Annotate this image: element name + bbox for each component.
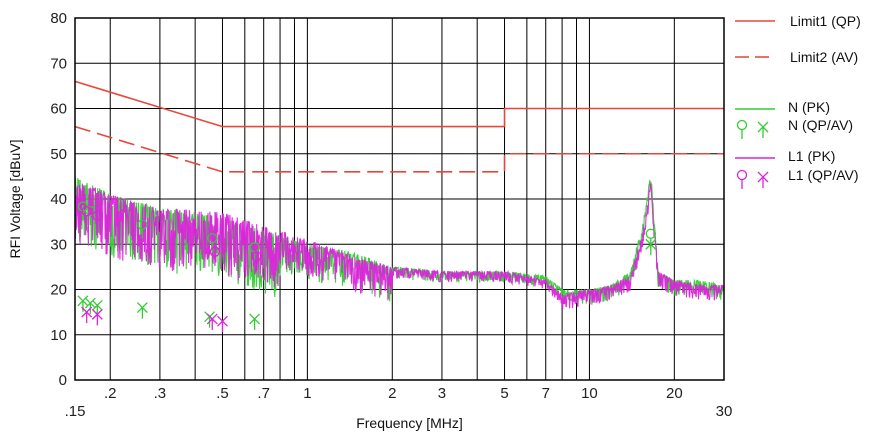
marker-layer — [77, 201, 657, 333]
qp-marker — [85, 205, 96, 226]
legend-qp-symbol — [736, 169, 748, 189]
legend-qp-symbol — [736, 119, 748, 139]
legend-label: Limit2 (AV) — [790, 49, 858, 65]
y-tick-label: 50 — [50, 146, 67, 163]
x-tick-label: 3 — [438, 385, 446, 402]
legend-item: Limit1 (QP) — [735, 13, 861, 29]
legend-item: N (QP/AV) — [736, 117, 853, 139]
plot-frame — [74, 17, 725, 381]
y-tick-label: 30 — [50, 236, 67, 253]
legend-item: Limit2 (AV) — [735, 49, 858, 65]
y-tick-label: 60 — [50, 101, 67, 118]
y-tick-label: 10 — [50, 327, 67, 344]
y-tick-label: 0 — [59, 372, 67, 389]
av-marker — [91, 308, 103, 326]
x-tick-label: .3 — [154, 385, 167, 402]
x-tick-label: .5 — [216, 385, 229, 402]
legend-label: L1 (QP/AV) — [788, 167, 859, 183]
qp-marker — [92, 210, 103, 230]
qp-marker — [137, 219, 148, 239]
legend: Limit1 (QP) Limit2 (AV) N (PK) N (QP/AV) L1 … — [735, 13, 861, 189]
qp-marker — [209, 246, 221, 266]
x-tick-label: 1 — [303, 385, 311, 402]
qp-circle — [736, 119, 748, 131]
x-tick-label: 5 — [500, 385, 508, 402]
legend-item: L1 (PK) — [735, 148, 835, 164]
qp-marker — [251, 251, 262, 271]
legend-label: Limit1 (QP) — [790, 13, 861, 29]
x-axis-title: Frequency [MHz] — [356, 415, 463, 431]
qp-circle — [736, 169, 748, 181]
av-marker — [77, 295, 89, 312]
x-tick-label: 7 — [542, 385, 550, 402]
y-tick-label: 70 — [50, 55, 67, 72]
x-tick-label: .15 — [65, 403, 86, 420]
x-tick-label: 2 — [388, 385, 396, 402]
x-ticks: .15 .2 .3 .5 .7 1 2 3 5 7 10 20 30 — [65, 385, 733, 420]
x-tick-label: 20 — [666, 385, 683, 402]
x-tick-label: .7 — [257, 385, 270, 402]
series-layer — [74, 177, 725, 309]
grid — [74, 17, 725, 381]
x-tick-label: 10 — [581, 385, 598, 402]
av-marker — [136, 302, 148, 319]
limit1-qp-line — [74, 80, 724, 128]
legend-label: N (QP/AV) — [788, 117, 853, 133]
x-tick-label: 30 — [716, 403, 733, 420]
y-tick-label: 20 — [50, 282, 67, 299]
y-tick-label: 80 — [50, 10, 67, 27]
av-marker — [249, 313, 261, 330]
av-marker — [217, 315, 228, 333]
av-marker — [81, 306, 93, 324]
legend-item: L1 (QP/AV) — [736, 167, 859, 189]
legend-label: N (PK) — [788, 99, 830, 115]
limit-layer — [74, 80, 724, 173]
limit2-av-line — [74, 125, 724, 173]
x-tick-label: .2 — [104, 385, 117, 402]
legend-av-symbol — [757, 171, 769, 188]
qp-marker — [81, 205, 92, 226]
av-marker — [645, 238, 657, 256]
av-marker — [206, 313, 218, 330]
y-axis-title: RFI Voltage [dBuV] — [7, 139, 23, 258]
y-ticks: 0 10 20 30 40 50 60 70 80 — [50, 10, 67, 389]
trace-l1-pk- — [74, 182, 725, 309]
legend-item: N (PK) — [735, 99, 830, 115]
legend-label: L1 (PK) — [788, 148, 835, 164]
y-tick-label: 40 — [50, 191, 67, 208]
legend-av-symbol — [757, 121, 769, 138]
